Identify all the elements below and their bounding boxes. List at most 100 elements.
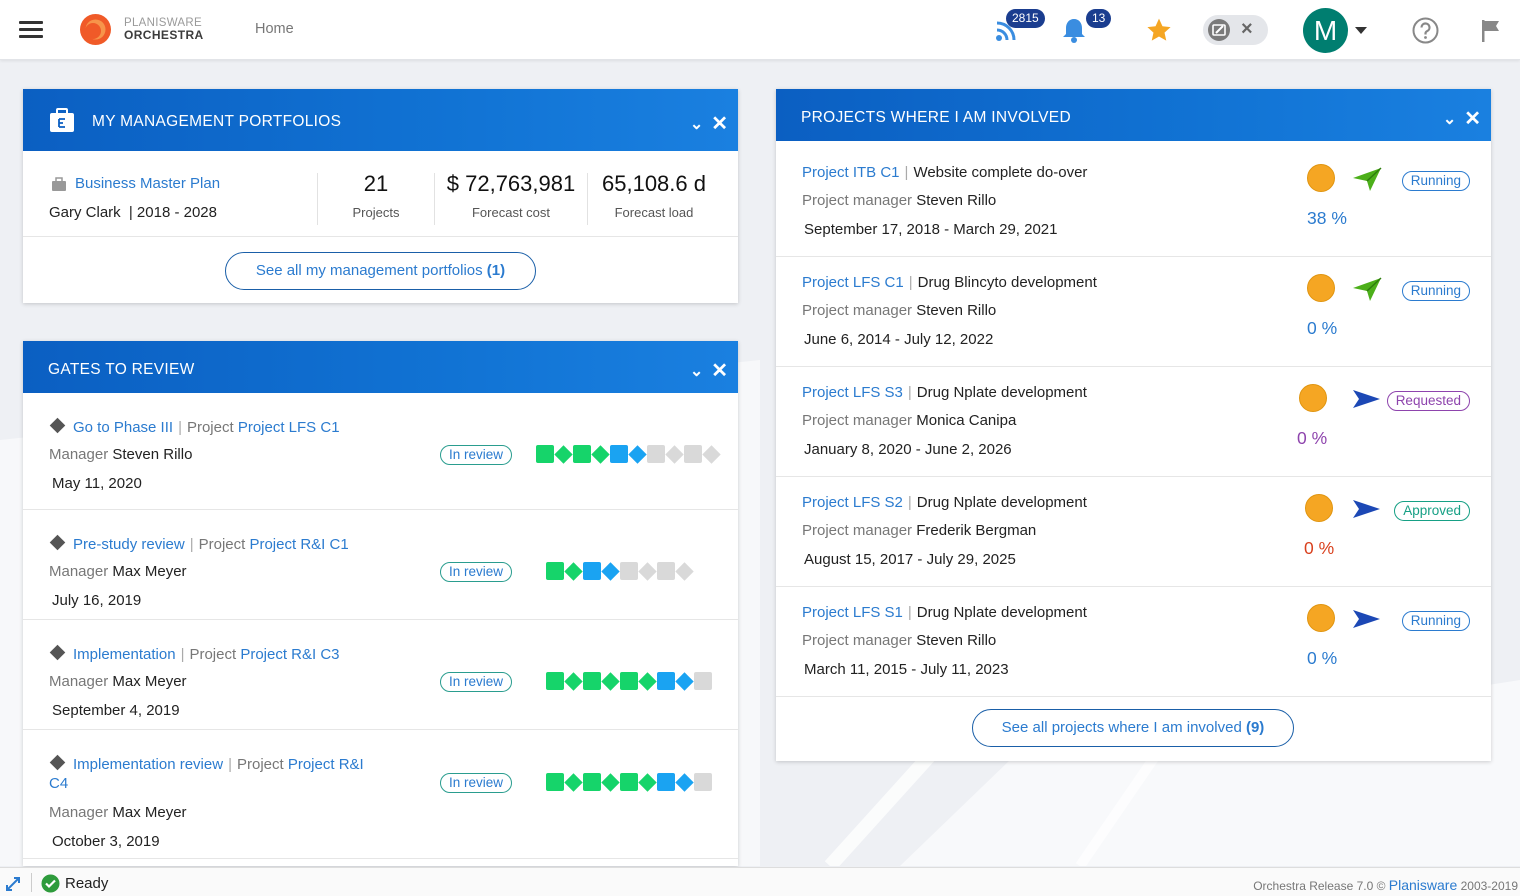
chevron-down-icon[interactable] — [1355, 27, 1367, 34]
see-all-projects-button[interactable]: See all projects where I am involved (9) — [972, 709, 1294, 747]
project-link[interactable]: Project LFS S3 — [802, 384, 903, 401]
gate-step-square — [620, 773, 638, 791]
release-info: Orchestra Release 7.0 © Planisware 2003-… — [1253, 877, 1518, 893]
green-plane-icon — [1353, 167, 1382, 191]
star-icon[interactable] — [1146, 17, 1172, 43]
gate-link[interactable]: Go to Phase III — [73, 419, 174, 436]
breadcrumb-home[interactable]: Home — [255, 21, 294, 37]
progress-percent: 0 % — [1304, 538, 1335, 558]
close-panel-icon[interactable]: ✕ — [711, 113, 728, 135]
project-row: Project LFS S1 | Drug Nplate development P… — [776, 587, 1491, 697]
project-link[interactable]: Project ITB C1 — [802, 164, 900, 181]
portfolio-link[interactable]: Business Master Plan — [75, 175, 221, 192]
project-title-line: Project LFS S1 | Drug Nplate development — [802, 604, 1087, 621]
gate-link[interactable]: Implementation review — [73, 756, 224, 773]
divider — [434, 173, 435, 225]
planisware-logo-icon[interactable] — [79, 13, 112, 46]
gate-step-square — [694, 672, 712, 690]
project-link[interactable]: Project LFS S1 — [802, 604, 903, 621]
gate-title-line: Implementation | Project Project R&I C3 — [49, 644, 412, 664]
collapse-chevron-icon[interactable]: ⌄ — [1442, 110, 1457, 128]
bell-icon[interactable] — [1062, 17, 1086, 43]
project-title-line: Project LFS S3 | Drug Nplate development — [802, 384, 1087, 401]
gate-step-diamond — [675, 772, 694, 792]
gate-step-diamond — [564, 772, 583, 792]
close-icon[interactable]: × — [1241, 18, 1253, 40]
gate-step-diamond — [554, 444, 573, 464]
project-link[interactable]: Project R&I C1 — [249, 536, 349, 553]
divider — [317, 173, 318, 225]
manager-name: Frederik Bergman — [916, 522, 1037, 539]
gate-title-line: Pre-study review | Project Project R&I C1 — [49, 534, 412, 554]
status-badge: In review — [440, 672, 513, 692]
gate-manager-line: Manager Max Meyer — [49, 804, 187, 821]
top-bar: PLANISWARE ORCHESTRA Home 2815 13 × M — [0, 0, 1520, 60]
gate-manager-line: Manager Max Meyer — [49, 673, 187, 690]
help-icon[interactable] — [1412, 17, 1439, 44]
panel-title: MY MANAGEMENT PORTFOLIOS — [92, 113, 342, 130]
gate-step-square — [583, 672, 601, 690]
project-link[interactable]: Project R&I C3 — [240, 646, 340, 663]
health-indicator-icon — [1307, 274, 1335, 302]
see-all-portfolios-button[interactable]: See all my management portfolios (1) — [225, 252, 536, 290]
project-link[interactable]: Project LFS S2 — [802, 494, 903, 511]
gate-step-square — [657, 773, 675, 791]
project-name: Drug Nplate development — [916, 384, 1087, 401]
manager-name: Monica Canipa — [916, 412, 1017, 429]
project-manager-line: Project manager Monica Canipa — [802, 412, 1017, 429]
gate-step-square — [546, 773, 564, 791]
panel-header: PROJECTS WHERE I AM INVOLVED ⌄ ✕ — [776, 89, 1491, 141]
gate-step-square — [583, 773, 601, 791]
avatar[interactable]: M — [1303, 8, 1348, 53]
gate-row: Pre-study review | Project Project R&I C1 … — [23, 510, 738, 620]
gate-step-diamond — [638, 772, 657, 792]
gates-to-review-panel: GATES TO REVIEW ⌄ ✕ Go to Phase III | Proj… — [23, 341, 738, 866]
gate-step-diamond — [638, 561, 657, 581]
feed-icon[interactable] — [995, 20, 1017, 42]
expand-icon[interactable] — [4, 875, 22, 893]
collapse-chevron-icon[interactable]: ⌄ — [689, 362, 704, 380]
manager-name: Steven Rillo — [916, 192, 997, 209]
gate-manager-line: Manager Max Meyer — [49, 563, 187, 580]
project-link-cont[interactable]: C4 — [49, 775, 69, 792]
menu-icon[interactable] — [19, 21, 43, 39]
project-title-line: Project LFS C1 | Drug Blincyto development — [802, 274, 1097, 291]
edit-mode-toggle[interactable]: × — [1203, 15, 1268, 45]
project-dates: March 11, 2015 - July 11, 2023 — [804, 661, 1009, 678]
status-badge: Running — [1401, 611, 1470, 631]
project-link[interactable]: Project LFS C1 — [802, 274, 904, 291]
gate-step-diamond — [601, 772, 620, 792]
progress-percent: 0 % — [1307, 318, 1338, 338]
flag-icon[interactable] — [1480, 19, 1502, 43]
gate-step-square — [620, 562, 638, 580]
project-name: Drug Nplate development — [916, 494, 1087, 511]
close-panel-icon[interactable]: ✕ — [1464, 108, 1481, 130]
gate-step-diamond — [564, 671, 583, 691]
status-badge: In review — [440, 445, 513, 465]
project-link[interactable]: Project LFS C1 — [237, 419, 340, 436]
health-indicator-icon — [1307, 164, 1335, 192]
briefcase-icon — [50, 108, 74, 132]
project-row: Project LFS S3 | Drug Nplate development P… — [776, 367, 1491, 477]
gate-diamond-icon — [49, 534, 66, 551]
stat-projects: 21 Projects — [352, 171, 400, 220]
gate-link[interactable]: Implementation — [73, 646, 176, 663]
close-panel-icon[interactable]: ✕ — [711, 360, 728, 382]
stat-forecast-cost: $ 72,763,981 Forecast cost — [446, 171, 576, 220]
projects-involved-panel: PROJECTS WHERE I AM INVOLVED ⌄ ✕ Project… — [776, 89, 1491, 761]
project-manager-line: Project manager Steven Rillo — [802, 302, 997, 319]
notifications-count-badge: 13 — [1086, 9, 1112, 28]
gate-step-diamond — [591, 444, 610, 464]
gate-link[interactable]: Pre-study review — [73, 536, 185, 553]
gate-progress — [546, 561, 694, 581]
status-badge: Running — [1401, 171, 1470, 191]
collapse-chevron-icon[interactable]: ⌄ — [689, 115, 704, 133]
project-link[interactable]: Project R&I — [287, 756, 364, 773]
project-manager-line: Project manager Steven Rillo — [802, 632, 997, 649]
project-row: Project LFS C1 | Drug Blincyto development… — [776, 257, 1491, 367]
gate-step-square — [657, 562, 675, 580]
gate-step-square — [620, 672, 638, 690]
gate-step-diamond — [675, 561, 694, 581]
project-manager-line: Project manager Frederik Bergman — [802, 522, 1037, 539]
manager-name: Max Meyer — [112, 563, 187, 580]
